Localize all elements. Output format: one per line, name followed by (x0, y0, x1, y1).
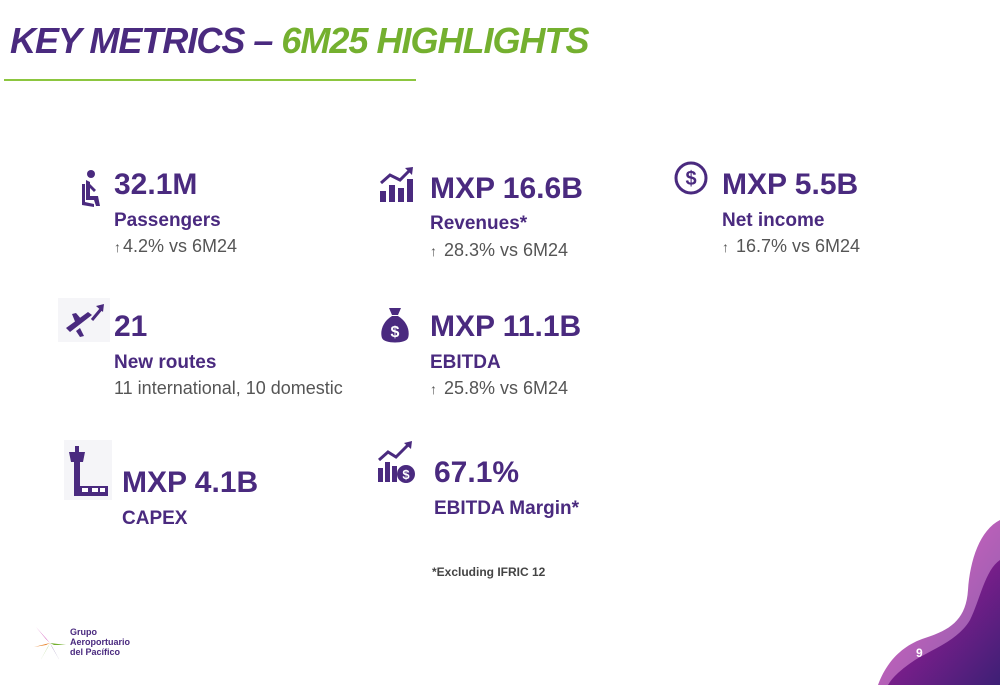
up-arrow-icon: ↑ (722, 239, 729, 255)
revenues-label: Revenues* (430, 213, 528, 234)
passengers-value: 32.1M (114, 168, 198, 201)
page-number: 9 (916, 646, 923, 660)
ebitda-value: MXP 11.1B (430, 310, 582, 343)
up-arrow-icon: ↑ (114, 239, 121, 255)
ebitda-margin-value: 67.1% (434, 456, 520, 489)
bar-chart-trend-icon (380, 167, 413, 202)
dollar-circle-icon: $ (674, 161, 708, 195)
svg-text:$: $ (402, 467, 410, 482)
title-accent: 6M25 HIGHLIGHTS (281, 20, 589, 61)
growth-chart-dollar-icon: $ (378, 441, 415, 483)
new-routes-breakdown: 11 international, 10 domestic (114, 378, 343, 398)
decorative-wave (878, 520, 1000, 685)
capex-label: CAPEX (122, 508, 188, 529)
up-arrow-icon: ↑ (430, 243, 437, 259)
new-routes-value: 21 (114, 310, 148, 343)
passengers-change: ↑ 4.2% vs 6M24 (114, 236, 238, 256)
ebitda-label: EBITDA (430, 352, 501, 373)
page-title: KEY METRICS – 6M25 HIGHLIGHTS (10, 20, 589, 62)
net-income-change: ↑ 16.7% vs 6M24 (722, 236, 861, 256)
new-routes-label: New routes (114, 352, 217, 373)
title-underline (4, 79, 416, 81)
net-income-label: Net income (722, 210, 825, 231)
up-arrow-icon: ↑ (430, 381, 437, 397)
airplane-takeoff-icon (58, 298, 110, 342)
ebitda-margin-label: EBITDA Margin* (434, 498, 579, 519)
net-income-value: MXP 5.5B (722, 168, 859, 201)
footnote: *Excluding IFRIC 12 (432, 565, 546, 579)
revenues-value: MXP 16.6B (430, 172, 583, 205)
svg-text:$: $ (685, 168, 696, 190)
money-bag-icon: $ (381, 308, 409, 343)
title-main: KEY METRICS – (10, 20, 282, 61)
revenues-change: ↑ 28.3% vs 6M24 (430, 240, 569, 260)
capex-value: MXP 4.1B (122, 466, 259, 499)
ebitda-change: ↑ 25.8% vs 6M24 (430, 378, 569, 398)
svg-text:$: $ (391, 324, 400, 341)
passengers-label: Passengers (114, 210, 221, 231)
logo-wordmark: Grupo Aeroportuario del Pacífico (70, 627, 131, 657)
passenger-seat-icon (82, 170, 100, 207)
control-tower-icon (64, 440, 112, 500)
gap-logo-icon (34, 627, 66, 661)
